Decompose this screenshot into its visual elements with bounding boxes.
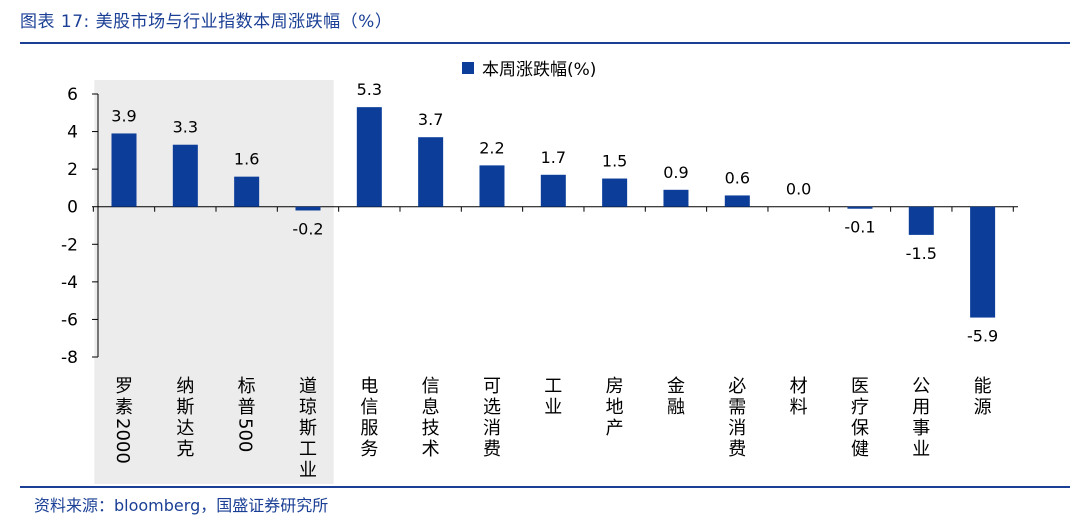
category-label: 需 [728, 397, 746, 418]
bar [602, 178, 628, 207]
legend-label: 本周涨跌幅(%) [482, 60, 596, 80]
category-label: 源 [974, 397, 992, 418]
footer-rule [20, 486, 1070, 488]
category-label: 电 [360, 376, 378, 397]
bar [970, 206, 996, 318]
y-tick-label: -4 [61, 273, 78, 293]
data-label: 3.7 [418, 110, 443, 129]
title-rule [20, 42, 1070, 44]
category-label: 术 [422, 439, 440, 460]
bar [172, 144, 198, 207]
category-label: 保 [851, 418, 869, 439]
category-label: 达 [176, 418, 194, 439]
category-label: 罗 [115, 376, 133, 397]
category-label: 技 [422, 418, 440, 439]
category-label: 金 [667, 376, 685, 397]
figure-source: 资料来源：bloomberg，国盛证券研究所 [34, 496, 329, 515]
category-label: 产 [606, 418, 624, 439]
category-label: 消 [483, 418, 501, 439]
bar [295, 206, 321, 211]
bar [540, 174, 566, 207]
bar-chart: 6420-2-4-6-83.9罗素20003.3纳斯达克1.6标普500-0.2… [61, 60, 1018, 484]
data-label: 3.9 [111, 106, 136, 125]
data-label: 2.2 [479, 138, 504, 157]
data-label: 0.9 [663, 163, 688, 182]
category-label: 信 [360, 397, 378, 418]
category-label: 公 [912, 376, 930, 397]
category-label: 业 [912, 439, 930, 460]
bar [847, 206, 873, 209]
category-label: 琼 [299, 397, 317, 418]
category-label: 服 [360, 418, 378, 439]
y-tick-label: 4 [67, 123, 78, 143]
data-label: 1.5 [602, 152, 627, 171]
y-tick-label: -6 [61, 310, 78, 330]
category-label: 息 [422, 397, 440, 418]
y-tick-label: 0 [67, 198, 78, 218]
data-label: 0.0 [786, 180, 811, 199]
legend-swatch [462, 62, 474, 74]
category-label: 500 [235, 418, 256, 452]
category-label: 费 [483, 439, 501, 460]
bar [111, 133, 137, 207]
y-tick-label: 6 [67, 85, 78, 105]
data-label: -0.2 [292, 219, 323, 238]
data-label: -5.9 [967, 327, 998, 346]
category-label: 料 [790, 397, 808, 418]
data-label: 0.6 [725, 168, 750, 187]
y-tick-label: -2 [61, 235, 78, 255]
figure-title: 图表 17: 美股市场与行业指数本周涨跌幅（%） [20, 12, 393, 32]
category-label: 疗 [851, 397, 869, 418]
data-label: -1.5 [906, 244, 937, 263]
category-label: 道 [299, 376, 317, 397]
category-label: 务 [360, 439, 378, 460]
category-label: 业 [299, 460, 317, 481]
category-label: 普 [238, 397, 256, 418]
category-label: 能 [974, 376, 992, 397]
category-label: 地 [606, 397, 624, 418]
category-label: 斯 [176, 397, 194, 418]
data-label: -0.1 [844, 218, 875, 237]
y-tick-label: 2 [67, 160, 78, 180]
category-label: 医 [851, 376, 869, 397]
bar [479, 165, 505, 207]
category-label: 材 [790, 376, 808, 397]
data-label: 3.3 [173, 118, 198, 137]
category-label: 克 [176, 439, 194, 460]
category-label: 消 [728, 418, 746, 439]
category-label: 用 [912, 397, 930, 418]
category-label: 健 [851, 439, 869, 460]
bar [356, 107, 382, 207]
bar [663, 189, 689, 207]
y-tick-label: -8 [61, 348, 78, 368]
category-label: 素 [115, 397, 133, 418]
category-label: 工 [299, 439, 317, 460]
data-label: 1.7 [541, 148, 566, 167]
category-label: 房 [606, 376, 624, 397]
category-label: 可 [483, 376, 501, 397]
category-label: 纳 [176, 376, 194, 397]
bar [234, 176, 260, 207]
category-label: 斯 [299, 418, 317, 439]
category-label: 工 [544, 376, 562, 397]
data-label: 5.3 [357, 80, 382, 99]
bar [724, 195, 750, 207]
data-label: 1.6 [234, 150, 259, 169]
category-label: 标 [238, 376, 256, 397]
category-label: 信 [422, 376, 440, 397]
bar [908, 206, 934, 235]
category-label: 费 [728, 439, 746, 460]
category-label: 事 [912, 418, 930, 439]
category-label: 必 [728, 376, 746, 397]
category-label: 融 [667, 397, 685, 418]
bar [418, 137, 444, 207]
category-label: 选 [483, 397, 501, 418]
category-label: 业 [544, 397, 562, 418]
category-label: 2000 [112, 418, 133, 464]
